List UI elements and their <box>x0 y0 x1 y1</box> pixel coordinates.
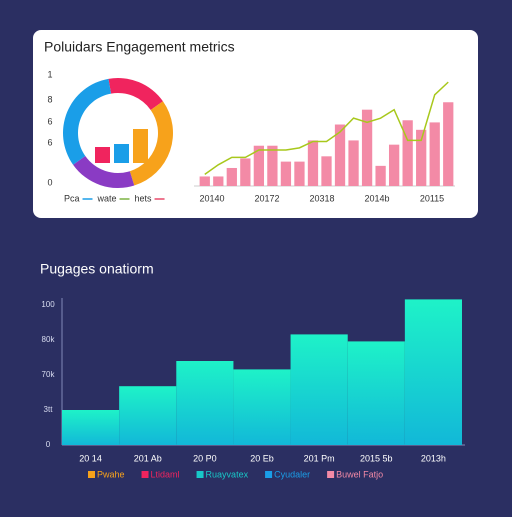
legend-label: hets <box>135 193 153 203</box>
legend-label: wate <box>97 193 117 203</box>
pie-slice <box>108 78 163 110</box>
x-tick-label: 20140 <box>199 193 224 203</box>
x-tick-label: 201 Pm <box>304 453 335 463</box>
bar <box>199 176 210 186</box>
inner-bar <box>114 144 129 163</box>
y-tick-label: 3tt <box>44 405 54 414</box>
legend-label: Ruayvatex <box>206 469 249 479</box>
line <box>204 81 449 175</box>
legend-label: Cyudaler <box>274 469 310 479</box>
legend-swatch <box>327 471 335 478</box>
bar <box>267 145 278 186</box>
axis-label: 1 <box>47 69 52 79</box>
legend-swatch <box>141 471 149 478</box>
bar <box>62 410 120 445</box>
x-tick-label: 20 P0 <box>193 453 217 463</box>
pie-slice <box>129 101 173 186</box>
x-tick-label: 20115 <box>420 193 444 203</box>
legend-label: Buwel Fatjo <box>336 469 383 479</box>
x-tick-label: 20 14 <box>79 453 102 463</box>
y-tick-label: 100 <box>41 300 55 309</box>
pie-slice <box>73 156 135 188</box>
pie-slice <box>62 78 112 165</box>
bar <box>402 120 413 186</box>
bar <box>404 299 462 445</box>
axis-label: 8 <box>47 94 52 104</box>
legend-swatch <box>88 471 95 478</box>
axis-label: 0 <box>47 177 52 187</box>
axis-label: 6 <box>47 116 52 126</box>
bar <box>375 165 386 186</box>
legend-label: Pwahe <box>97 469 125 479</box>
legend-swatch <box>196 471 204 478</box>
x-tick-label: 2013h <box>421 453 446 463</box>
bar <box>443 102 454 186</box>
bar <box>294 161 305 186</box>
bar <box>253 145 265 186</box>
bar <box>226 167 237 186</box>
y-tick-label: 70k <box>42 370 56 379</box>
bar <box>429 122 440 186</box>
bar <box>307 140 319 186</box>
bar <box>176 361 234 445</box>
x-tick-label: 20172 <box>254 193 279 203</box>
x-tick-label: 20318 <box>309 193 334 203</box>
bar <box>119 386 177 445</box>
section-title: Pugages onatiorm <box>40 261 154 277</box>
inner-bar <box>95 147 110 163</box>
bar <box>334 124 346 186</box>
bar <box>347 341 405 445</box>
legend-label: Ltidaml <box>151 469 180 479</box>
bar <box>280 161 292 186</box>
x-tick-label: 2015 5b <box>360 453 393 463</box>
legend-swatch <box>265 471 273 478</box>
bar <box>321 156 332 186</box>
bar <box>233 369 291 445</box>
bar <box>416 129 427 186</box>
bar <box>213 176 224 186</box>
x-tick-label: 20 Eb <box>250 453 274 463</box>
y-tick-label: 80k <box>42 335 56 344</box>
bar <box>240 158 251 186</box>
bar <box>348 140 359 186</box>
inner-bar <box>133 129 148 163</box>
card-title: Poluidars Engagement metrics <box>44 39 235 55</box>
x-tick-label: 201 Ab <box>134 453 162 463</box>
legend-label: Pca <box>64 193 80 203</box>
x-tick-label: 2014b <box>364 193 389 203</box>
axis-label: 6 <box>47 137 52 147</box>
y-tick-label: 0 <box>46 440 51 449</box>
bar <box>388 144 400 186</box>
bar <box>361 109 373 186</box>
bar <box>290 334 348 445</box>
